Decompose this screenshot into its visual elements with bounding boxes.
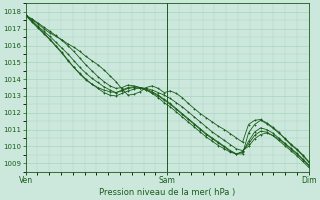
X-axis label: Pression niveau de la mer( hPa ): Pression niveau de la mer( hPa ) — [99, 188, 235, 197]
